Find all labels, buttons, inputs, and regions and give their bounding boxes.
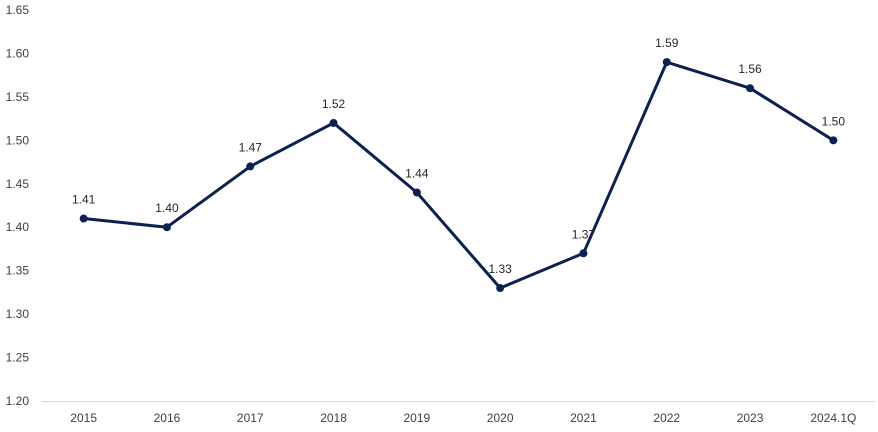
x-tick-label: 2018: [320, 411, 347, 425]
data-point: [496, 284, 505, 293]
data-point: [662, 58, 671, 67]
data-label: 1.50: [822, 114, 846, 128]
data-point: [246, 162, 255, 171]
data-label: 1.59: [655, 36, 679, 50]
y-tick-label: 1.30: [6, 307, 30, 321]
data-label: 1.47: [239, 140, 263, 154]
data-point: [79, 214, 88, 223]
data-label: 1.44: [405, 166, 429, 180]
data-point: [412, 188, 421, 197]
y-axis: 1.20 1.25 1.30 1.35 1.40 1.45 1.50 1.55 1.60 1.65: [6, 3, 30, 408]
x-tick-label: 2023: [737, 411, 764, 425]
x-tick-label: 2015: [70, 411, 97, 425]
y-tick-label: 1.20: [6, 394, 30, 408]
x-tick-label: 2016: [154, 411, 181, 425]
data-label: 1.33: [488, 262, 512, 276]
data-point: [329, 118, 338, 127]
y-tick-label: 1.45: [6, 177, 30, 191]
y-tick-label: 1.55: [6, 90, 30, 104]
series-group: [79, 58, 838, 293]
x-tick-label: 2019: [403, 411, 430, 425]
x-tick-label: 2022: [653, 411, 680, 425]
series-line: [82, 60, 835, 290]
y-tick-label: 1.40: [6, 220, 30, 234]
data-point: [829, 136, 838, 145]
data-point: [579, 249, 588, 258]
y-tick-label: 1.60: [6, 46, 30, 60]
data-label: 1.56: [738, 62, 762, 76]
y-tick-label: 1.35: [6, 264, 30, 278]
data-label: 1.37: [572, 227, 596, 241]
data-label: 1.41: [72, 193, 96, 207]
y-tick-label: 1.65: [6, 3, 30, 17]
data-label: 1.40: [155, 201, 179, 215]
x-tick-label: 2024.1Q: [810, 411, 856, 425]
x-tick-label: 2020: [487, 411, 514, 425]
x-tick-label: 2021: [570, 411, 597, 425]
data-point: [162, 223, 171, 232]
data-labels: 1.41 1.40 1.47 1.52 1.44 1.33 1.37 1.59 1.56 1.50: [72, 36, 845, 276]
y-tick-label: 1.50: [6, 133, 30, 147]
x-axis: 2015 2016 2017 2018 2019 2020 2021 2022 2023 2024…: [42, 401, 875, 425]
y-tick-label: 1.25: [6, 351, 30, 365]
data-point: [746, 84, 755, 93]
data-label: 1.52: [322, 97, 346, 111]
x-tick-label: 2017: [237, 411, 264, 425]
